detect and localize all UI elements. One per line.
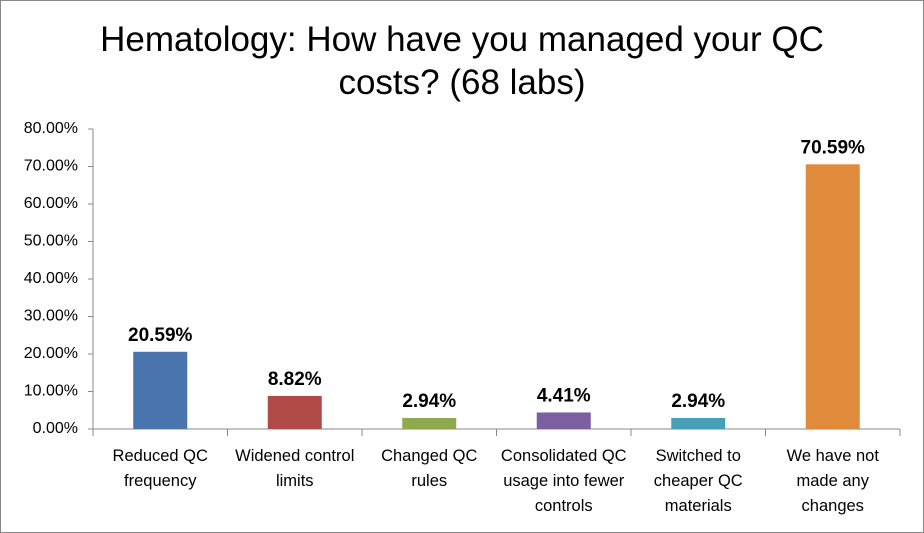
value-label: 8.82% — [268, 369, 322, 390]
bar — [402, 417, 457, 429]
x-tick-label: Consolidated QC usage into fewer control… — [500, 447, 627, 515]
bar — [671, 417, 726, 429]
value-label: 2.94% — [671, 391, 725, 412]
y-tick-label: 70.00% — [24, 158, 78, 175]
chart-title: Hematology: How have you managed your QC… — [100, 20, 824, 102]
y-tick-label: 10.00% — [24, 383, 78, 400]
bar — [267, 395, 322, 429]
bar — [133, 351, 188, 429]
y-tick-label: 50.00% — [24, 233, 78, 250]
x-tick-label: Switched to cheaper QC materials — [653, 447, 743, 515]
x-tick-label: Changed QC rules — [381, 447, 478, 490]
y-tick-label: 40.00% — [24, 270, 78, 287]
bar — [536, 412, 591, 429]
bar — [805, 164, 860, 429]
value-label: 2.94% — [402, 391, 456, 412]
y-tick-label: 20.00% — [24, 345, 78, 362]
y-tick-label: 60.00% — [24, 195, 78, 212]
x-tick-label: We have not made any changes — [786, 447, 879, 515]
x-tick-label: Widened control limits — [235, 447, 355, 490]
y-tick-label: 30.00% — [24, 308, 78, 325]
value-label: 4.41% — [537, 385, 591, 406]
y-tick-label: 0.00% — [33, 420, 78, 437]
value-label: 70.59% — [801, 137, 866, 158]
value-label: 20.59% — [128, 325, 193, 346]
y-tick-label: 80.00% — [24, 120, 78, 137]
x-tick-label: Reduced QC frequency — [112, 447, 208, 490]
